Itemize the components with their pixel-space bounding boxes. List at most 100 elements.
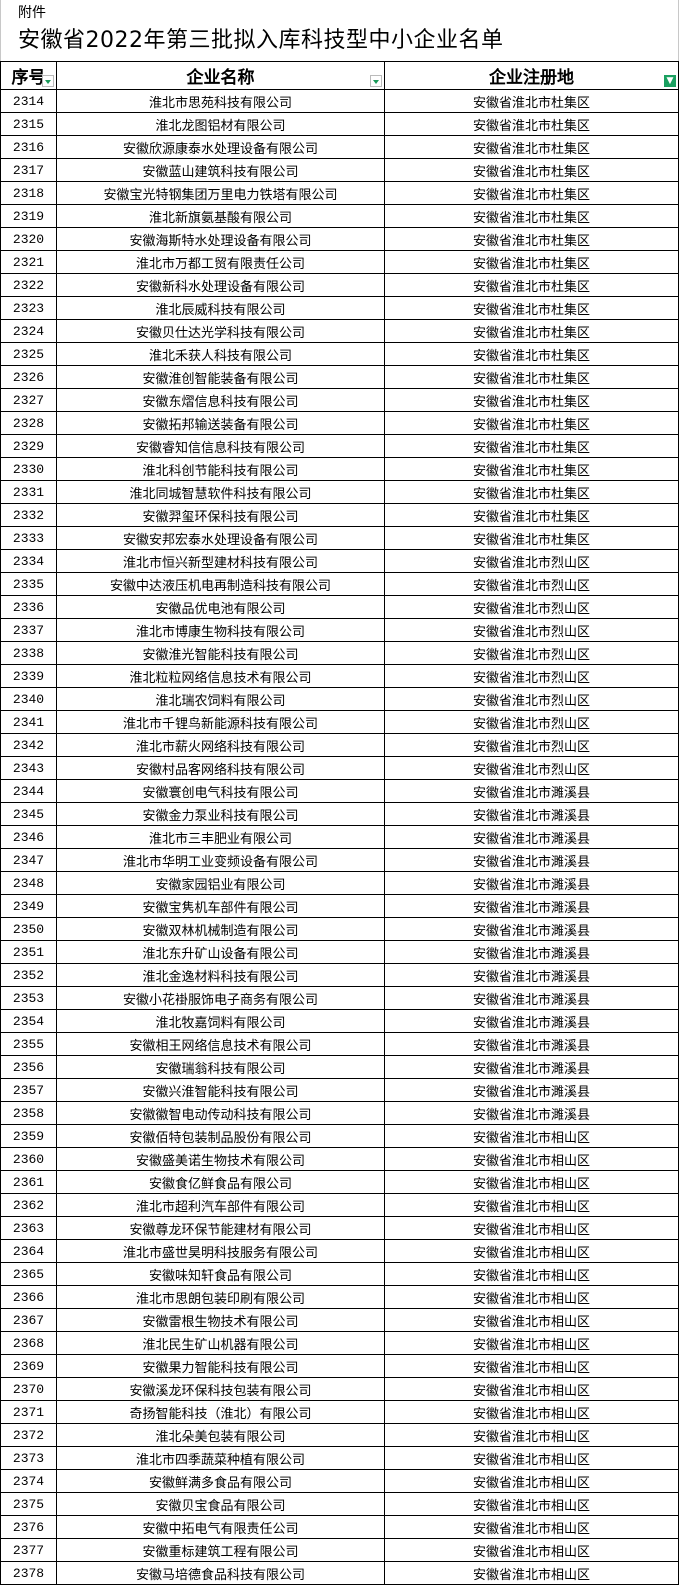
cell-company-name[interactable]: 安徽东熠信息科技有限公司 [56, 388, 385, 412]
cell-index[interactable]: 2350 [0, 917, 57, 941]
cell-company-name[interactable]: 安徽家园铝业有限公司 [56, 871, 385, 895]
cell-company-name[interactable]: 淮北市盛世昊明科技服务有限公司 [56, 1239, 385, 1263]
cell-company-name[interactable]: 奇扬智能科技（淮北）有限公司 [56, 1400, 385, 1424]
cell-index[interactable]: 2365 [0, 1262, 57, 1286]
cell-index[interactable]: 2322 [0, 273, 57, 297]
cell-location[interactable]: 安徽省淮北市相山区 [384, 1193, 679, 1217]
cell-location[interactable]: 安徽省淮北市烈山区 [384, 664, 679, 688]
cell-index[interactable]: 2354 [0, 1009, 57, 1033]
cell-company-name[interactable]: 淮北市万都工贸有限责任公司 [56, 250, 385, 274]
cell-location[interactable]: 安徽省淮北市杜集区 [384, 273, 679, 297]
cell-company-name[interactable]: 淮北市千锂鸟新能源科技有限公司 [56, 710, 385, 734]
cell-index[interactable]: 2330 [0, 457, 57, 481]
cell-location[interactable]: 安徽省淮北市杜集区 [384, 181, 679, 205]
cell-location[interactable]: 安徽省淮北市相山区 [384, 1492, 679, 1516]
cell-location[interactable]: 安徽省淮北市濉溪县 [384, 894, 679, 918]
cell-location[interactable]: 安徽省淮北市烈山区 [384, 687, 679, 711]
cell-company-name[interactable]: 淮北朵美包装有限公司 [56, 1423, 385, 1447]
cell-company-name[interactable]: 淮北市三丰肥业有限公司 [56, 825, 385, 849]
cell-index[interactable]: 2355 [0, 1032, 57, 1056]
cell-index[interactable]: 2370 [0, 1377, 57, 1401]
cell-location[interactable]: 安徽省淮北市杜集区 [384, 503, 679, 527]
cell-company-name[interactable]: 淮北市博康生物科技有限公司 [56, 618, 385, 642]
cell-index[interactable]: 2335 [0, 572, 57, 596]
cell-location[interactable]: 安徽省淮北市杜集区 [384, 365, 679, 389]
cell-company-name[interactable]: 淮北金逸材料科技有限公司 [56, 963, 385, 987]
cell-location[interactable]: 安徽省淮北市濉溪县 [384, 779, 679, 803]
cell-index[interactable]: 2362 [0, 1193, 57, 1217]
cell-location[interactable]: 安徽省淮北市相山区 [384, 1147, 679, 1171]
cell-location[interactable]: 安徽省淮北市杜集区 [384, 135, 679, 159]
filter-dropdown-icon[interactable] [370, 75, 382, 87]
cell-company-name[interactable]: 安徽贝仕达光学科技有限公司 [56, 319, 385, 343]
cell-company-name[interactable]: 安徽羿玺环保科技有限公司 [56, 503, 385, 527]
cell-index[interactable]: 2323 [0, 296, 57, 320]
cell-location[interactable]: 安徽省淮北市杜集区 [384, 319, 679, 343]
cell-index[interactable]: 2327 [0, 388, 57, 412]
cell-index[interactable]: 2315 [0, 112, 57, 136]
cell-location[interactable]: 安徽省淮北市相山区 [384, 1170, 679, 1194]
cell-index[interactable]: 2345 [0, 802, 57, 826]
cell-company-name[interactable]: 安徽鲜满多食品有限公司 [56, 1469, 385, 1493]
cell-company-name[interactable]: 淮北辰威科技有限公司 [56, 296, 385, 320]
cell-index[interactable]: 2336 [0, 595, 57, 619]
cell-location[interactable]: 安徽省淮北市杜集区 [384, 89, 679, 113]
cell-company-name[interactable]: 淮北粒粒网络信息技术有限公司 [56, 664, 385, 688]
cell-company-name[interactable]: 淮北瑞农饲料有限公司 [56, 687, 385, 711]
cell-location[interactable]: 安徽省淮北市相山区 [384, 1308, 679, 1332]
cell-company-name[interactable]: 安徽村品客网络科技有限公司 [56, 756, 385, 780]
cell-index[interactable]: 2321 [0, 250, 57, 274]
cell-company-name[interactable]: 安徽海斯特水处理设备有限公司 [56, 227, 385, 251]
cell-location[interactable]: 安徽省淮北市相山区 [384, 1285, 679, 1309]
cell-company-name[interactable]: 安徽拓邦输送装备有限公司 [56, 411, 385, 435]
cell-index[interactable]: 2340 [0, 687, 57, 711]
cell-company-name[interactable]: 安徽食亿鲜食品有限公司 [56, 1170, 385, 1194]
cell-index[interactable]: 2352 [0, 963, 57, 987]
cell-company-name[interactable]: 安徽徽智电动传动科技有限公司 [56, 1101, 385, 1125]
cell-company-name[interactable]: 安徽寰创电气科技有限公司 [56, 779, 385, 803]
cell-location[interactable]: 安徽省淮北市杜集区 [384, 526, 679, 550]
cell-company-name[interactable]: 安徽尊龙环保节能建材有限公司 [56, 1216, 385, 1240]
cell-location[interactable]: 安徽省淮北市相山区 [384, 1239, 679, 1263]
cell-location[interactable]: 安徽省淮北市濉溪县 [384, 1009, 679, 1033]
cell-company-name[interactable]: 淮北同城智慧软件科技有限公司 [56, 480, 385, 504]
cell-index[interactable]: 2361 [0, 1170, 57, 1194]
cell-location[interactable]: 安徽省淮北市濉溪县 [384, 917, 679, 941]
cell-index[interactable]: 2377 [0, 1538, 57, 1562]
cell-index[interactable]: 2343 [0, 756, 57, 780]
cell-company-name[interactable]: 安徽安邦宏泰水处理设备有限公司 [56, 526, 385, 550]
cell-index[interactable]: 2328 [0, 411, 57, 435]
cell-company-name[interactable]: 安徽睿知信信息科技有限公司 [56, 434, 385, 458]
cell-index[interactable]: 2378 [0, 1561, 57, 1585]
cell-index[interactable]: 2317 [0, 158, 57, 182]
cell-company-name[interactable]: 安徽新科水处理设备有限公司 [56, 273, 385, 297]
cell-location[interactable]: 安徽省淮北市濉溪县 [384, 848, 679, 872]
cell-location[interactable]: 安徽省淮北市杜集区 [384, 296, 679, 320]
cell-location[interactable]: 安徽省淮北市杜集区 [384, 388, 679, 412]
cell-index[interactable]: 2319 [0, 204, 57, 228]
cell-location[interactable]: 安徽省淮北市濉溪县 [384, 963, 679, 987]
cell-location[interactable]: 安徽省淮北市相山区 [384, 1515, 679, 1539]
cell-index[interactable]: 2375 [0, 1492, 57, 1516]
cell-location[interactable]: 安徽省淮北市杜集区 [384, 434, 679, 458]
cell-company-name[interactable]: 安徽双林机械制造有限公司 [56, 917, 385, 941]
cell-location[interactable]: 安徽省淮北市濉溪县 [384, 802, 679, 826]
cell-company-name[interactable]: 淮北新旗氨基酸有限公司 [56, 204, 385, 228]
cell-index[interactable]: 2366 [0, 1285, 57, 1309]
cell-index[interactable]: 2346 [0, 825, 57, 849]
cell-company-name[interactable]: 安徽淮光智能科技有限公司 [56, 641, 385, 665]
cell-location[interactable]: 安徽省淮北市濉溪县 [384, 1101, 679, 1125]
cell-index[interactable]: 2331 [0, 480, 57, 504]
cell-company-name[interactable]: 安徽相王网络信息技术有限公司 [56, 1032, 385, 1056]
cell-index[interactable]: 2318 [0, 181, 57, 205]
cell-company-name[interactable]: 安徽宝隽机车部件有限公司 [56, 894, 385, 918]
cell-company-name[interactable]: 安徽马培德食品科技有限公司 [56, 1561, 385, 1585]
cell-company-name[interactable]: 安徽小花褂服饰电子商务有限公司 [56, 986, 385, 1010]
cell-index[interactable]: 2368 [0, 1331, 57, 1355]
cell-index[interactable]: 2344 [0, 779, 57, 803]
cell-location[interactable]: 安徽省淮北市烈山区 [384, 641, 679, 665]
cell-location[interactable]: 安徽省淮北市杜集区 [384, 250, 679, 274]
cell-location[interactable]: 安徽省淮北市杜集区 [384, 112, 679, 136]
cell-company-name[interactable]: 淮北牧嘉饲料有限公司 [56, 1009, 385, 1033]
cell-index[interactable]: 2329 [0, 434, 57, 458]
